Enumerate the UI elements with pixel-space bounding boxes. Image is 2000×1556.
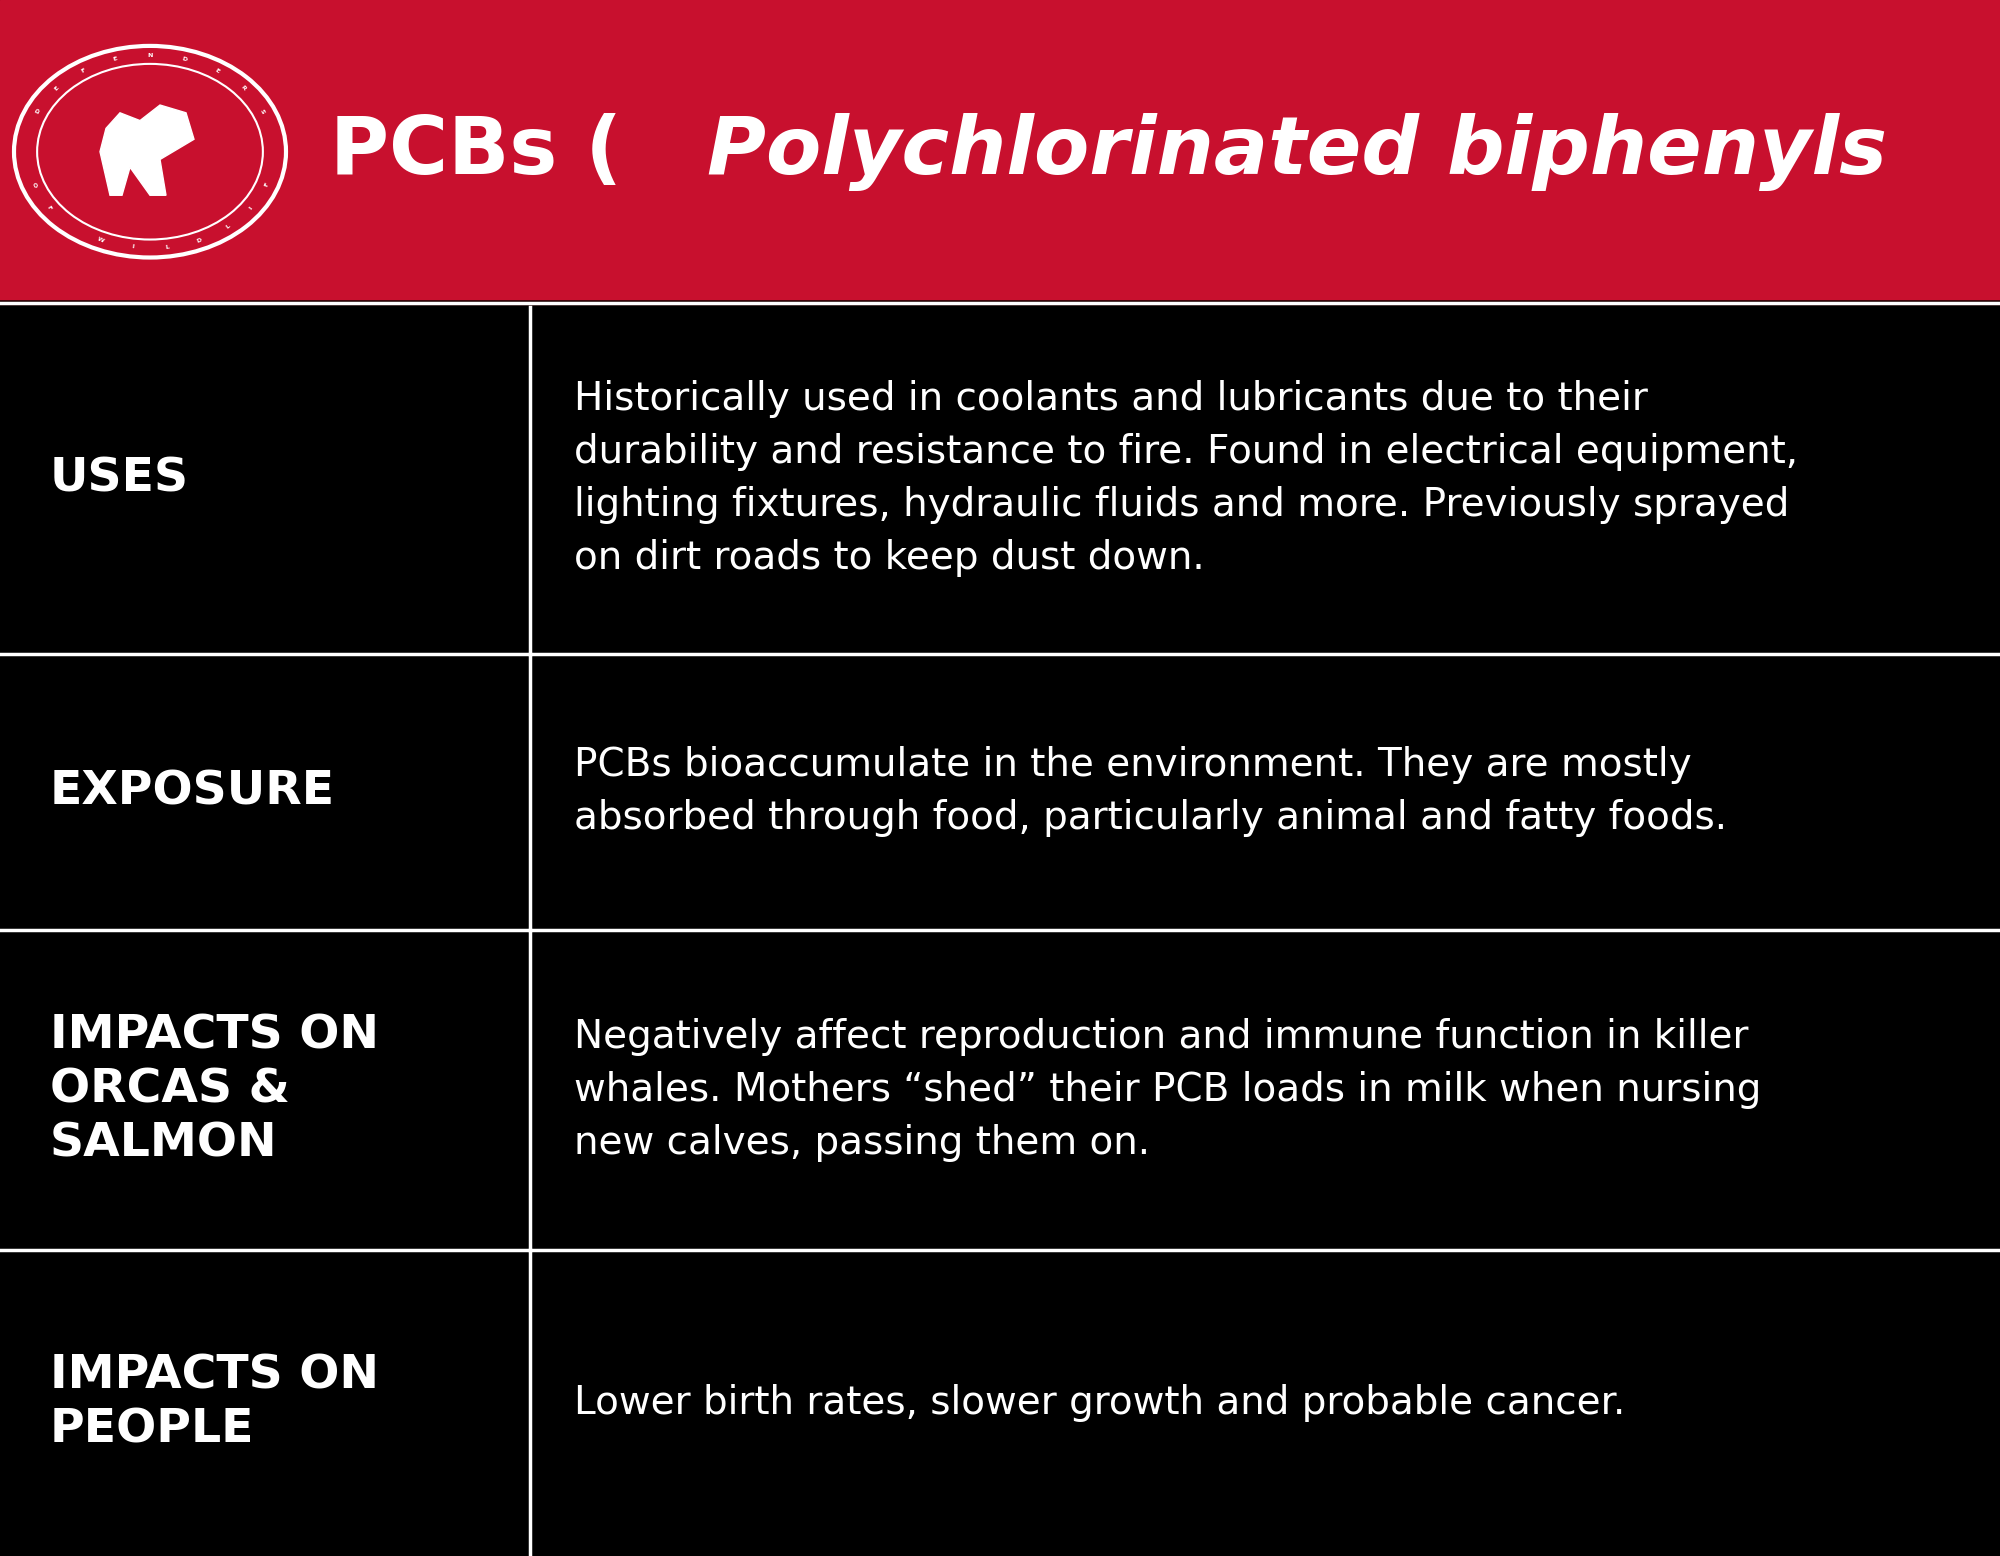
- Text: O: O: [30, 182, 36, 188]
- Text: EXPOSURE: EXPOSURE: [50, 769, 336, 814]
- Bar: [0, 0, 2000, 303]
- Text: D: D: [182, 56, 188, 62]
- Text: Negatively affect reproduction and immune function in killer
whales. Mothers “sh: Negatively affect reproduction and immun…: [574, 1018, 1762, 1162]
- Text: W: W: [96, 237, 106, 244]
- Text: D: D: [34, 107, 42, 115]
- Text: PCBs (: PCBs (: [330, 112, 622, 191]
- Text: F: F: [80, 67, 86, 73]
- Text: I: I: [132, 244, 134, 251]
- Text: D: D: [196, 237, 202, 243]
- Text: F: F: [46, 204, 52, 212]
- Text: F: F: [264, 182, 270, 187]
- Text: E: E: [214, 67, 220, 73]
- Text: IMPACTS ON
PEOPLE: IMPACTS ON PEOPLE: [50, 1354, 380, 1453]
- Text: PCBs bioaccumulate in the environment. They are mostly
absorbed through food, pa: PCBs bioaccumulate in the environment. T…: [574, 747, 1728, 837]
- Text: Polychlorinated biphenyls: Polychlorinated biphenyls: [706, 112, 1886, 191]
- Text: IMPACTS ON
ORCAS &
SALMON: IMPACTS ON ORCAS & SALMON: [50, 1015, 380, 1167]
- Text: Historically used in coolants and lubricants due to their
durability and resista: Historically used in coolants and lubric…: [574, 380, 1798, 577]
- Text: Lower birth rates, slower growth and probable cancer.: Lower birth rates, slower growth and pro…: [574, 1385, 1626, 1422]
- Text: R: R: [240, 84, 246, 92]
- Text: USES: USES: [50, 456, 190, 501]
- Text: L: L: [224, 224, 230, 230]
- Text: I: I: [248, 205, 254, 210]
- Text: L: L: [164, 244, 170, 251]
- Polygon shape: [100, 106, 194, 196]
- Text: E: E: [54, 86, 60, 92]
- Text: E: E: [112, 56, 118, 62]
- Text: N: N: [148, 53, 152, 58]
- Text: S: S: [258, 107, 266, 114]
- Circle shape: [44, 68, 256, 235]
